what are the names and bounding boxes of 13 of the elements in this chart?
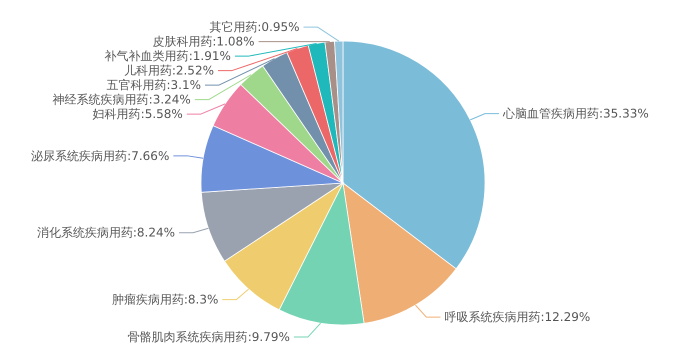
slice-label: 骨骼肌肉系统疾病用药:9.79% [128, 330, 290, 344]
slice-label: 五官科用药:3.1% [106, 78, 202, 92]
slice-label: 其它用药:0.95% [209, 20, 300, 34]
slice-label: 肿瘤疾病用药:8.3% [112, 292, 218, 307]
slice-label: 神经系统疾病用药:3.24% [52, 92, 191, 107]
slice-label: 呼吸系统疾病用药:12.29% [444, 310, 590, 324]
slice-label: 妇科用药:5.58% [92, 107, 183, 122]
slice-label: 泌尿系统疾病用药:7.66% [31, 148, 170, 163]
slice-label: 心脑血管疾病用药:35.33% [502, 106, 649, 121]
slice-label: 补气补血类用药:1.91% [104, 49, 231, 64]
slice-label: 儿科用药:2.52% [124, 64, 214, 78]
slice-label: 消化系统疾病用药:8.24% [36, 226, 176, 240]
slice-label: 皮肤科用药:1.08% [152, 34, 255, 49]
